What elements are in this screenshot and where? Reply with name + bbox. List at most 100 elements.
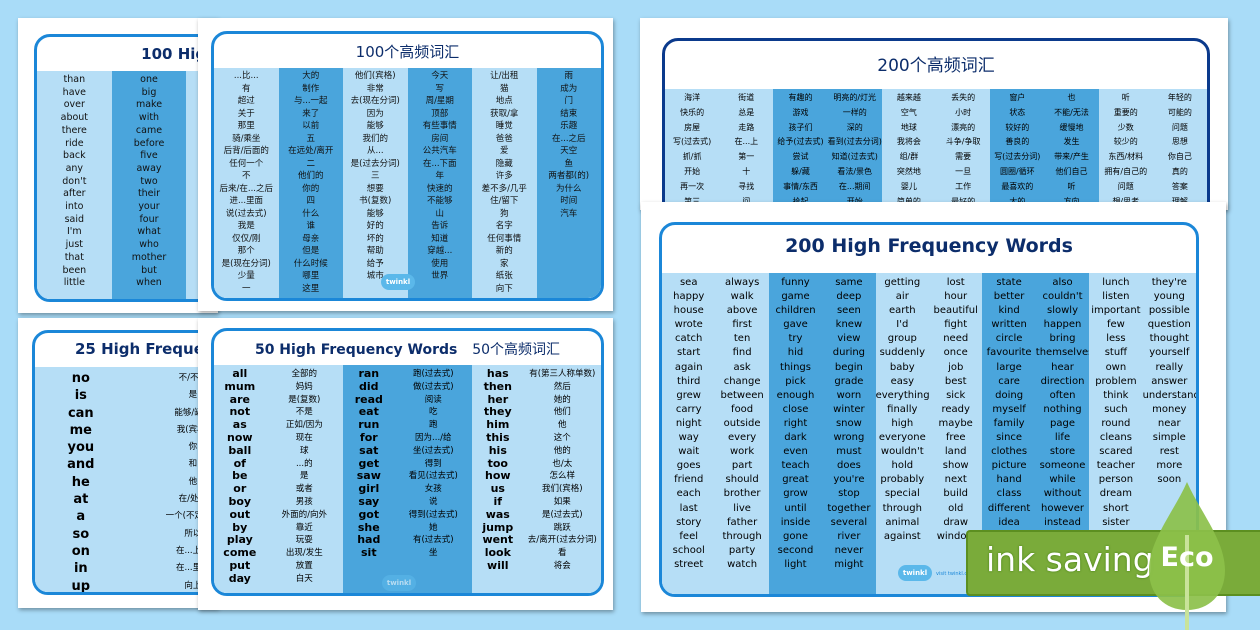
word-item: store bbox=[1049, 446, 1076, 458]
word-item: thought bbox=[1149, 333, 1189, 345]
word-columns: 海洋街道快乐的总是房屋走路写(过去式)在...上抓/抓第一开始十再一次寻找第三问… bbox=[665, 89, 1207, 210]
word-item: sea bbox=[679, 277, 698, 288]
word-item: 写(过去分词) bbox=[994, 152, 1041, 162]
word-item: 世界 bbox=[431, 271, 449, 281]
word-translation-row: they 他们 bbox=[472, 406, 601, 419]
word-pair-row: 婴儿 工作 bbox=[882, 180, 990, 195]
word-pair-row: picture someone bbox=[982, 459, 1089, 473]
word-item: worn bbox=[836, 389, 862, 401]
word-translation-row: say 说 bbox=[343, 496, 472, 509]
word-translation-row: us 我们(宾格) bbox=[472, 483, 601, 496]
word-translation-row: did 做(过去式) bbox=[343, 381, 472, 394]
word-translation-row: in 在...里面 bbox=[35, 560, 218, 577]
word-item: 拾起 bbox=[773, 195, 827, 210]
word-item: happen bbox=[1043, 319, 1082, 331]
word-item: 给予(过去式) bbox=[777, 137, 824, 147]
chinese-translation: 或者 bbox=[295, 484, 313, 495]
word-item: father bbox=[727, 516, 758, 528]
english-word: they bbox=[483, 406, 512, 419]
word-pair-row: inside several bbox=[769, 516, 876, 530]
word-item: 进...里面 bbox=[229, 196, 264, 206]
word-pair-row: 最喜欢的 听 bbox=[990, 180, 1098, 195]
word-item: food bbox=[731, 403, 754, 415]
word-item: does bbox=[836, 460, 861, 472]
english-word: put bbox=[229, 559, 251, 572]
word-pair-row: gone river bbox=[769, 530, 876, 544]
chinese-translation: 去/离开(过去分词) bbox=[527, 535, 597, 546]
chinese-translation: 放置 bbox=[295, 560, 313, 571]
word-item: live bbox=[733, 502, 751, 514]
english-word: all bbox=[232, 368, 248, 380]
word-item: they're bbox=[1151, 277, 1187, 288]
word-pair-row: high maybe bbox=[876, 417, 983, 431]
word-item: themselves bbox=[1035, 347, 1090, 359]
eco-leaf-icon: Eco bbox=[1147, 480, 1227, 630]
word-pair-row: problem answer bbox=[1089, 375, 1196, 389]
word-item: 街道 bbox=[738, 93, 755, 102]
word-item: great bbox=[782, 474, 809, 486]
word-translation-row: all 全部的 bbox=[214, 368, 343, 381]
chinese-translation: 所以 bbox=[184, 528, 202, 539]
chinese-translation: 她 bbox=[429, 522, 438, 533]
word-item: hear bbox=[1051, 361, 1074, 373]
word-item: same bbox=[835, 277, 863, 288]
chinese-translation: 跑(过去式) bbox=[412, 369, 454, 379]
word-item: 家 bbox=[499, 258, 509, 269]
word-pair-row: 孩子们 深的 bbox=[773, 121, 881, 136]
word-item: own bbox=[1105, 361, 1127, 373]
word-translation-row: ball 球 bbox=[214, 445, 343, 458]
word-item: during bbox=[832, 347, 866, 359]
word-item: 明亮的/灯光 bbox=[833, 93, 877, 102]
english-word: jump bbox=[482, 521, 514, 534]
word-item: old bbox=[948, 502, 964, 514]
word-item: 有 bbox=[241, 83, 251, 94]
word-translation-row: read 阅读 bbox=[343, 394, 472, 407]
word-item: 事情/东西 bbox=[783, 181, 818, 191]
english-word: in bbox=[73, 561, 88, 577]
english-word: sat bbox=[359, 444, 379, 457]
word-item: five bbox=[140, 150, 158, 162]
english-word: up bbox=[71, 578, 91, 594]
word-item: idea bbox=[998, 516, 1020, 528]
chinese-translation: 得到(过去式) bbox=[408, 509, 458, 520]
word-item: 有些事情 bbox=[422, 121, 457, 131]
word-item: rest bbox=[1159, 446, 1179, 458]
word-pair-row: again ask bbox=[662, 361, 769, 375]
chinese-translation: 女孩 bbox=[424, 484, 442, 495]
word-item: wrote bbox=[674, 319, 703, 331]
word-item: deep bbox=[836, 291, 862, 303]
word-item: 什么 bbox=[302, 208, 320, 219]
word-item: 大的 bbox=[302, 71, 320, 81]
word-column: getting lost air hour earth beautiful I'd fight… bbox=[875, 273, 983, 594]
english-word: mum bbox=[224, 380, 256, 393]
word-pair-row: hold show bbox=[876, 459, 983, 473]
word-item: children bbox=[775, 305, 816, 317]
english-word: sit bbox=[361, 547, 377, 560]
word-item: 看法/景色 bbox=[837, 166, 873, 176]
word-item: job bbox=[948, 361, 964, 373]
word-item: build bbox=[943, 488, 968, 500]
word-translation-row: can 能够/罐头 bbox=[35, 405, 218, 422]
english-word: eat bbox=[358, 406, 379, 419]
word-item: through bbox=[882, 502, 922, 514]
chinese-translation: 然后 bbox=[553, 381, 571, 392]
word-item: show bbox=[942, 460, 969, 472]
word-item: 答案 bbox=[1171, 181, 1188, 191]
word-item: 躲/藏 bbox=[791, 166, 810, 176]
english-word: play bbox=[226, 534, 253, 547]
word-item: street bbox=[674, 558, 704, 570]
word-item: 写(过去式) bbox=[672, 137, 712, 147]
word-item: school bbox=[672, 544, 705, 556]
english-word: say bbox=[358, 495, 380, 508]
word-pair-row: wrote first bbox=[662, 318, 769, 332]
word-pair-row: doing often bbox=[982, 389, 1089, 403]
word-item: soon bbox=[1157, 474, 1182, 486]
word-item: beautiful bbox=[933, 305, 978, 317]
word-item: 再一次 bbox=[680, 181, 705, 191]
word-item: third bbox=[677, 375, 701, 387]
word-item: favourite bbox=[986, 347, 1032, 359]
word-item: feel bbox=[679, 530, 698, 542]
word-item: 四 bbox=[306, 196, 315, 206]
word-item: 寻找 bbox=[738, 181, 755, 191]
word-pair-row: scared rest bbox=[1089, 445, 1196, 459]
